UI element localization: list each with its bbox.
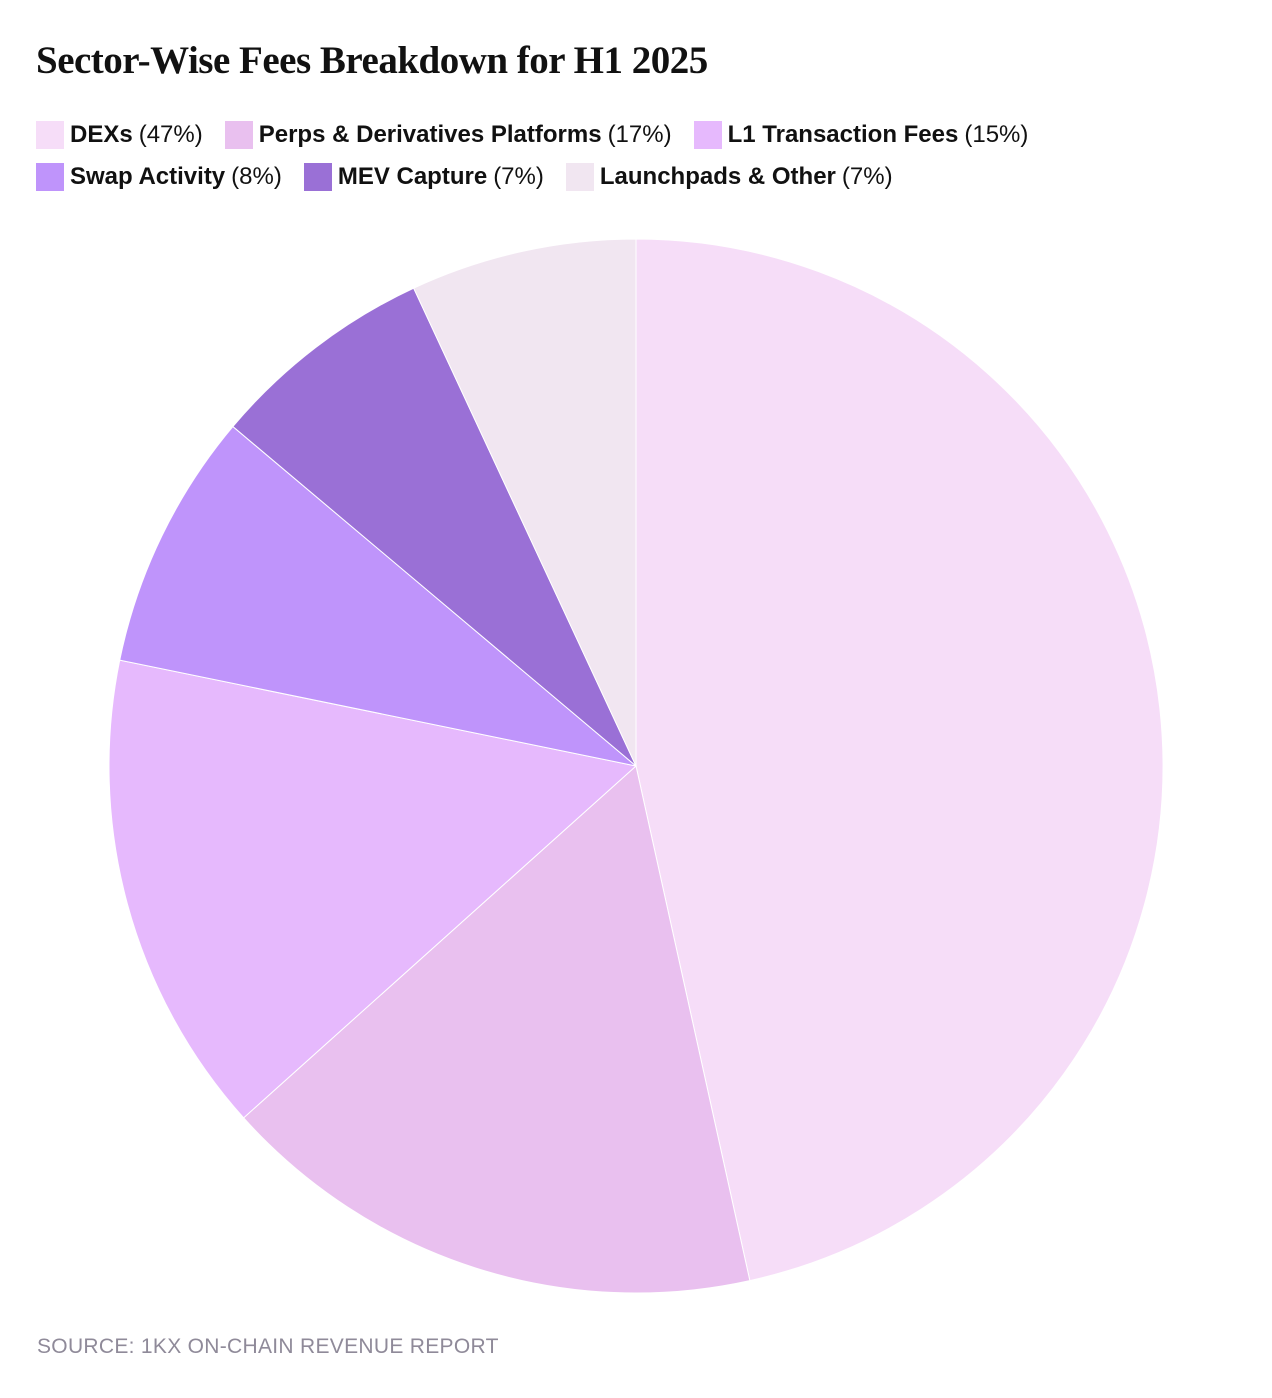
legend-swatch (303, 163, 332, 191)
legend-item-perps: Perps & Derivatives Platforms (17%) (224, 121, 672, 149)
legend-percentage: (7%) (493, 163, 544, 190)
legend-item-dexs: DEXs (47%) (36, 121, 203, 149)
source-note: SOURCE: 1KX ON-CHAIN REVENUE REPORT (37, 1335, 499, 1358)
legend-item-mev: MEV Capture (7%) (303, 163, 544, 191)
legend: DEXs (47%) Perps & Derivatives Platforms… (36, 118, 1236, 202)
legend-label: Swap Activity (70, 163, 226, 190)
legend-percentage: (15%) (964, 121, 1029, 148)
legend-label: DEXs (70, 121, 133, 148)
legend-percentage: (47%) (138, 121, 203, 148)
legend-item-swap: Swap Activity (8%) (36, 163, 282, 191)
pie-slice-mev-capture (232, 287, 637, 767)
legend-label: L1 Transaction Fees (727, 121, 959, 148)
pie-slice-perps-derivatives-platforms (242, 765, 751, 1294)
legend-row: DEXs (47%) Perps & Derivatives Platforms… (36, 118, 1236, 152)
legend-item-launchpads: Launchpads & Other (7%) (565, 163, 893, 191)
pie-slice-dexs (635, 238, 1164, 1282)
chart-title: Sector-Wise Fees Breakdown for H1 2025 (36, 39, 708, 82)
legend-swatch (36, 121, 64, 149)
legend-swatch (565, 163, 594, 191)
legend-row: Swap Activity (8%) MEV Capture (7%) Laun… (36, 160, 1236, 194)
legend-item-l1-fees: L1 Transaction Fees (15%) (693, 121, 1029, 149)
legend-swatch (224, 121, 253, 149)
legend-label: Perps & Derivatives Platforms (258, 121, 602, 148)
legend-label: Launchpads & Other (599, 163, 836, 190)
pie-slice-launchpads-other (413, 238, 637, 767)
pie-slice-l1-transaction-fees (108, 659, 638, 1119)
pie-chart (108, 238, 1164, 1294)
legend-swatch (36, 163, 64, 191)
legend-swatch (693, 121, 722, 149)
pie-slice-swap-activity (119, 425, 637, 767)
legend-percentage: (7%) (841, 163, 893, 190)
legend-percentage: (8%) (231, 163, 282, 190)
legend-percentage: (17%) (607, 121, 672, 148)
legend-label: MEV Capture (337, 163, 488, 190)
